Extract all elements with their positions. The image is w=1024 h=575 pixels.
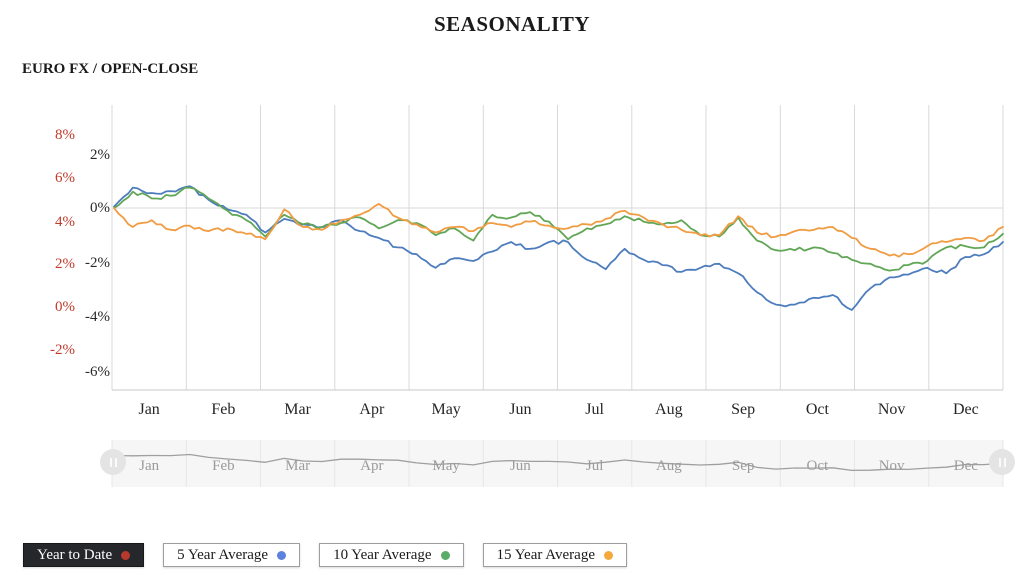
legend-button-label: Year to Date: [37, 546, 113, 563]
legend-color-dot-icon: [121, 550, 131, 560]
legend-button-10-year-average[interactable]: 10 Year Average: [319, 543, 464, 567]
navigator-preview-line: [113, 453, 1004, 472]
chart-subtitle: EURO FX / OPEN-CLOSE: [22, 61, 199, 77]
x-axis-label-nov: Nov: [877, 401, 906, 418]
series-line-5-year-average[interactable]: [113, 185, 1004, 311]
series-legend: Year to Date 5 Year Average 10 Year Averag…: [23, 543, 627, 567]
series-line-15-year-average[interactable]: [113, 202, 1004, 258]
inner-axis-tick: -6%: [85, 364, 110, 380]
legend-button-5-year-average[interactable]: 5 Year Average: [163, 543, 301, 567]
x-axis-label-apr: Apr: [359, 401, 385, 418]
legend-button-label: 15 Year Average: [496, 546, 595, 563]
x-axis-label-may: May: [431, 401, 461, 418]
page-title: SEASONALITY: [433, 12, 591, 36]
x-axis-label-mar: Mar: [284, 401, 311, 418]
left-axis-tick: 4%: [55, 214, 75, 230]
navigator-label-nov: Nov: [878, 458, 905, 474]
inner-axis-tick: 2%: [90, 147, 110, 163]
left-axis-tick: 0%: [55, 299, 75, 315]
inner-axis-tick: -2%: [85, 255, 110, 271]
navigator-label-sep: Sep: [731, 458, 755, 474]
navigator-label-jan: Jan: [139, 458, 160, 474]
navigator-right-handle[interactable]: [989, 449, 1015, 475]
x-axis-label-sep: Sep: [731, 401, 756, 418]
navigator-label-jul: Jul: [585, 458, 604, 474]
left-axis-tick: 2%: [55, 256, 75, 272]
x-axis-label-dec: Dec: [952, 401, 979, 418]
series-line-10-year-average[interactable]: [113, 186, 1004, 272]
navigator-left-handle[interactable]: [100, 449, 126, 475]
navigator-label-apr: Apr: [360, 458, 384, 474]
navigator-label-aug: Aug: [655, 458, 682, 474]
navigator-label-oct: Oct: [806, 458, 829, 474]
navigator-label-mar: Mar: [285, 458, 311, 474]
x-axis-label-jul: Jul: [585, 401, 604, 418]
navigator-label-may: May: [432, 458, 460, 474]
x-axis-label-aug: Aug: [655, 401, 683, 418]
legend-button-15-year-average[interactable]: 15 Year Average: [482, 543, 627, 567]
navigator-label-feb: Feb: [212, 458, 235, 474]
legend-button-label: 10 Year Average: [333, 546, 432, 563]
navigator-label-jun: Jun: [509, 458, 531, 474]
inner-axis-tick: 0%: [90, 200, 110, 216]
left-axis-tick: 6%: [55, 170, 75, 186]
navigator-label-dec: Dec: [953, 458, 978, 474]
legend-color-dot-icon: [440, 550, 450, 560]
left-axis-tick: 8%: [55, 127, 75, 143]
x-axis-label-feb: Feb: [211, 401, 236, 418]
left-axis-tick: -2%: [50, 342, 75, 358]
x-axis-label-jan: Jan: [138, 401, 160, 418]
legend-button-year-to-date[interactable]: Year to Date: [23, 543, 145, 567]
legend-color-dot-icon: [277, 550, 287, 560]
inner-axis-tick: -4%: [85, 309, 110, 325]
legend-color-dot-icon: [603, 550, 613, 560]
x-axis-label-oct: Oct: [805, 401, 829, 418]
x-axis-label-jun: Jun: [509, 401, 532, 418]
legend-button-label: 5 Year Average: [177, 546, 269, 563]
